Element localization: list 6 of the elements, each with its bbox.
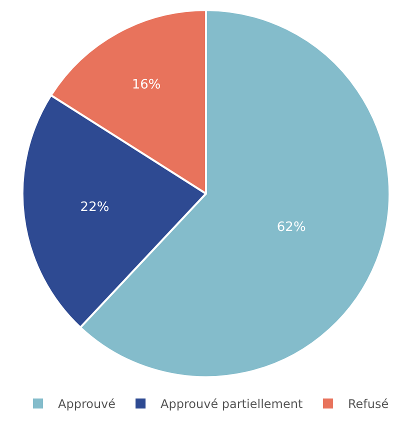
data-label: 62% [276, 220, 306, 235]
legend-label: Approuvé [58, 397, 116, 412]
legend-label: Approuvé partiellement [160, 397, 303, 412]
legend-label: Refusé [348, 397, 389, 412]
data-label: 16% [132, 78, 161, 93]
data-label: 22% [80, 200, 110, 216]
